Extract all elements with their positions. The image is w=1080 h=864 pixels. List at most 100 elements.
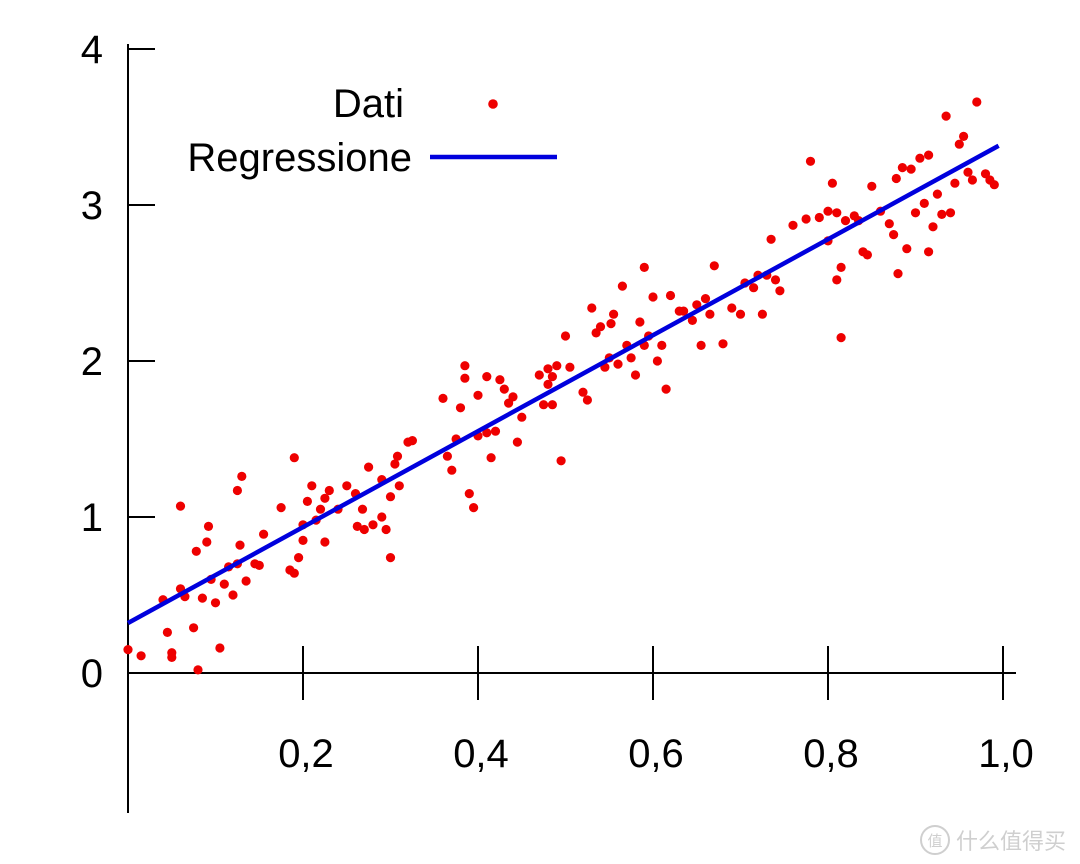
data-point [709, 261, 719, 271]
legend-swatch-dati [488, 99, 498, 109]
data-point [547, 372, 558, 382]
data-point [324, 485, 334, 496]
data-point [512, 437, 523, 447]
axes: 0 1 2 3 4 0,2 0,4 0,6 0,8 1,0 [81, 28, 1034, 813]
data-point [320, 537, 330, 547]
data-point [342, 481, 352, 491]
data-point [232, 485, 242, 496]
data-point [298, 535, 308, 546]
regression-line-layer [126, 143, 1000, 626]
legend-label-regressione: Regressione [187, 136, 412, 180]
data-point [447, 465, 457, 475]
data-point [136, 651, 146, 661]
data-point [381, 524, 391, 535]
data-point [635, 317, 645, 327]
data-point [823, 206, 833, 216]
data-point [893, 269, 903, 279]
data-point [613, 359, 623, 369]
data-point [827, 178, 838, 188]
data-point [945, 208, 956, 218]
data-point [989, 180, 999, 190]
data-point [294, 553, 304, 563]
data-point [473, 390, 483, 400]
data-point [203, 521, 214, 532]
data-point [902, 244, 912, 254]
data-point [202, 537, 212, 547]
data-point [235, 540, 245, 550]
data-point [630, 370, 641, 380]
data-point [455, 403, 466, 413]
data-point [775, 286, 785, 296]
data-point [352, 521, 362, 532]
data-point [937, 209, 947, 219]
data-point [626, 353, 636, 363]
data-point [289, 453, 299, 463]
data-point [889, 230, 899, 240]
data-point [891, 173, 901, 184]
data-point [696, 340, 706, 350]
x-tick-label: 0,6 [628, 732, 684, 776]
data-point [700, 294, 711, 304]
x-tick-label: 0,4 [453, 732, 509, 776]
data-point [539, 400, 549, 410]
data-point [364, 462, 374, 472]
data-point [377, 512, 387, 522]
data-point [302, 496, 312, 506]
data-point [617, 281, 628, 291]
data-point [967, 175, 978, 185]
data-point [167, 652, 177, 663]
data-point [770, 275, 781, 285]
data-point [915, 153, 925, 163]
data-point [289, 568, 299, 578]
data-point [950, 178, 960, 188]
data-point [517, 412, 527, 422]
data-point [679, 306, 689, 316]
y-tick-label: 3 [81, 184, 103, 228]
data-point [191, 546, 201, 556]
data-point [727, 303, 737, 313]
y-tick-label: 2 [81, 340, 103, 384]
y-tick-label: 4 [81, 28, 103, 72]
x-tick-label: 1,0 [978, 732, 1034, 776]
data-point [595, 322, 606, 332]
data-point [486, 453, 496, 463]
data-point [407, 436, 417, 446]
data-point [919, 198, 929, 208]
data-point [394, 481, 404, 491]
data-point [228, 590, 238, 600]
x-tick-label: 0,2 [278, 732, 334, 776]
data-point [814, 212, 824, 223]
regression-line [126, 143, 1000, 626]
data-point [692, 300, 702, 310]
data-point [482, 428, 492, 438]
data-point [766, 234, 776, 244]
data-point [390, 459, 400, 469]
data-point [954, 139, 964, 149]
data-point [469, 503, 479, 513]
data-point [490, 426, 501, 436]
data-point [315, 504, 326, 514]
data-point [215, 643, 225, 653]
data-point [606, 319, 616, 329]
data-point [906, 164, 916, 174]
data-point [438, 393, 448, 403]
data-point [254, 560, 264, 571]
legend-label-dati: Dati [333, 82, 404, 126]
data-point [648, 292, 658, 302]
data-point [392, 451, 403, 461]
data-points [123, 97, 999, 675]
data-point [924, 247, 934, 257]
data-point [482, 372, 492, 382]
data-point [788, 220, 798, 230]
data-point [832, 208, 842, 218]
data-point [657, 340, 667, 350]
data-point [385, 553, 396, 563]
data-point [175, 501, 186, 511]
data-point [897, 163, 908, 173]
data-point [237, 471, 247, 481]
data-point [801, 214, 811, 224]
data-point [972, 97, 982, 107]
data-point [718, 339, 728, 349]
x-tick-label: 0,8 [803, 732, 859, 776]
data-point [552, 361, 562, 371]
